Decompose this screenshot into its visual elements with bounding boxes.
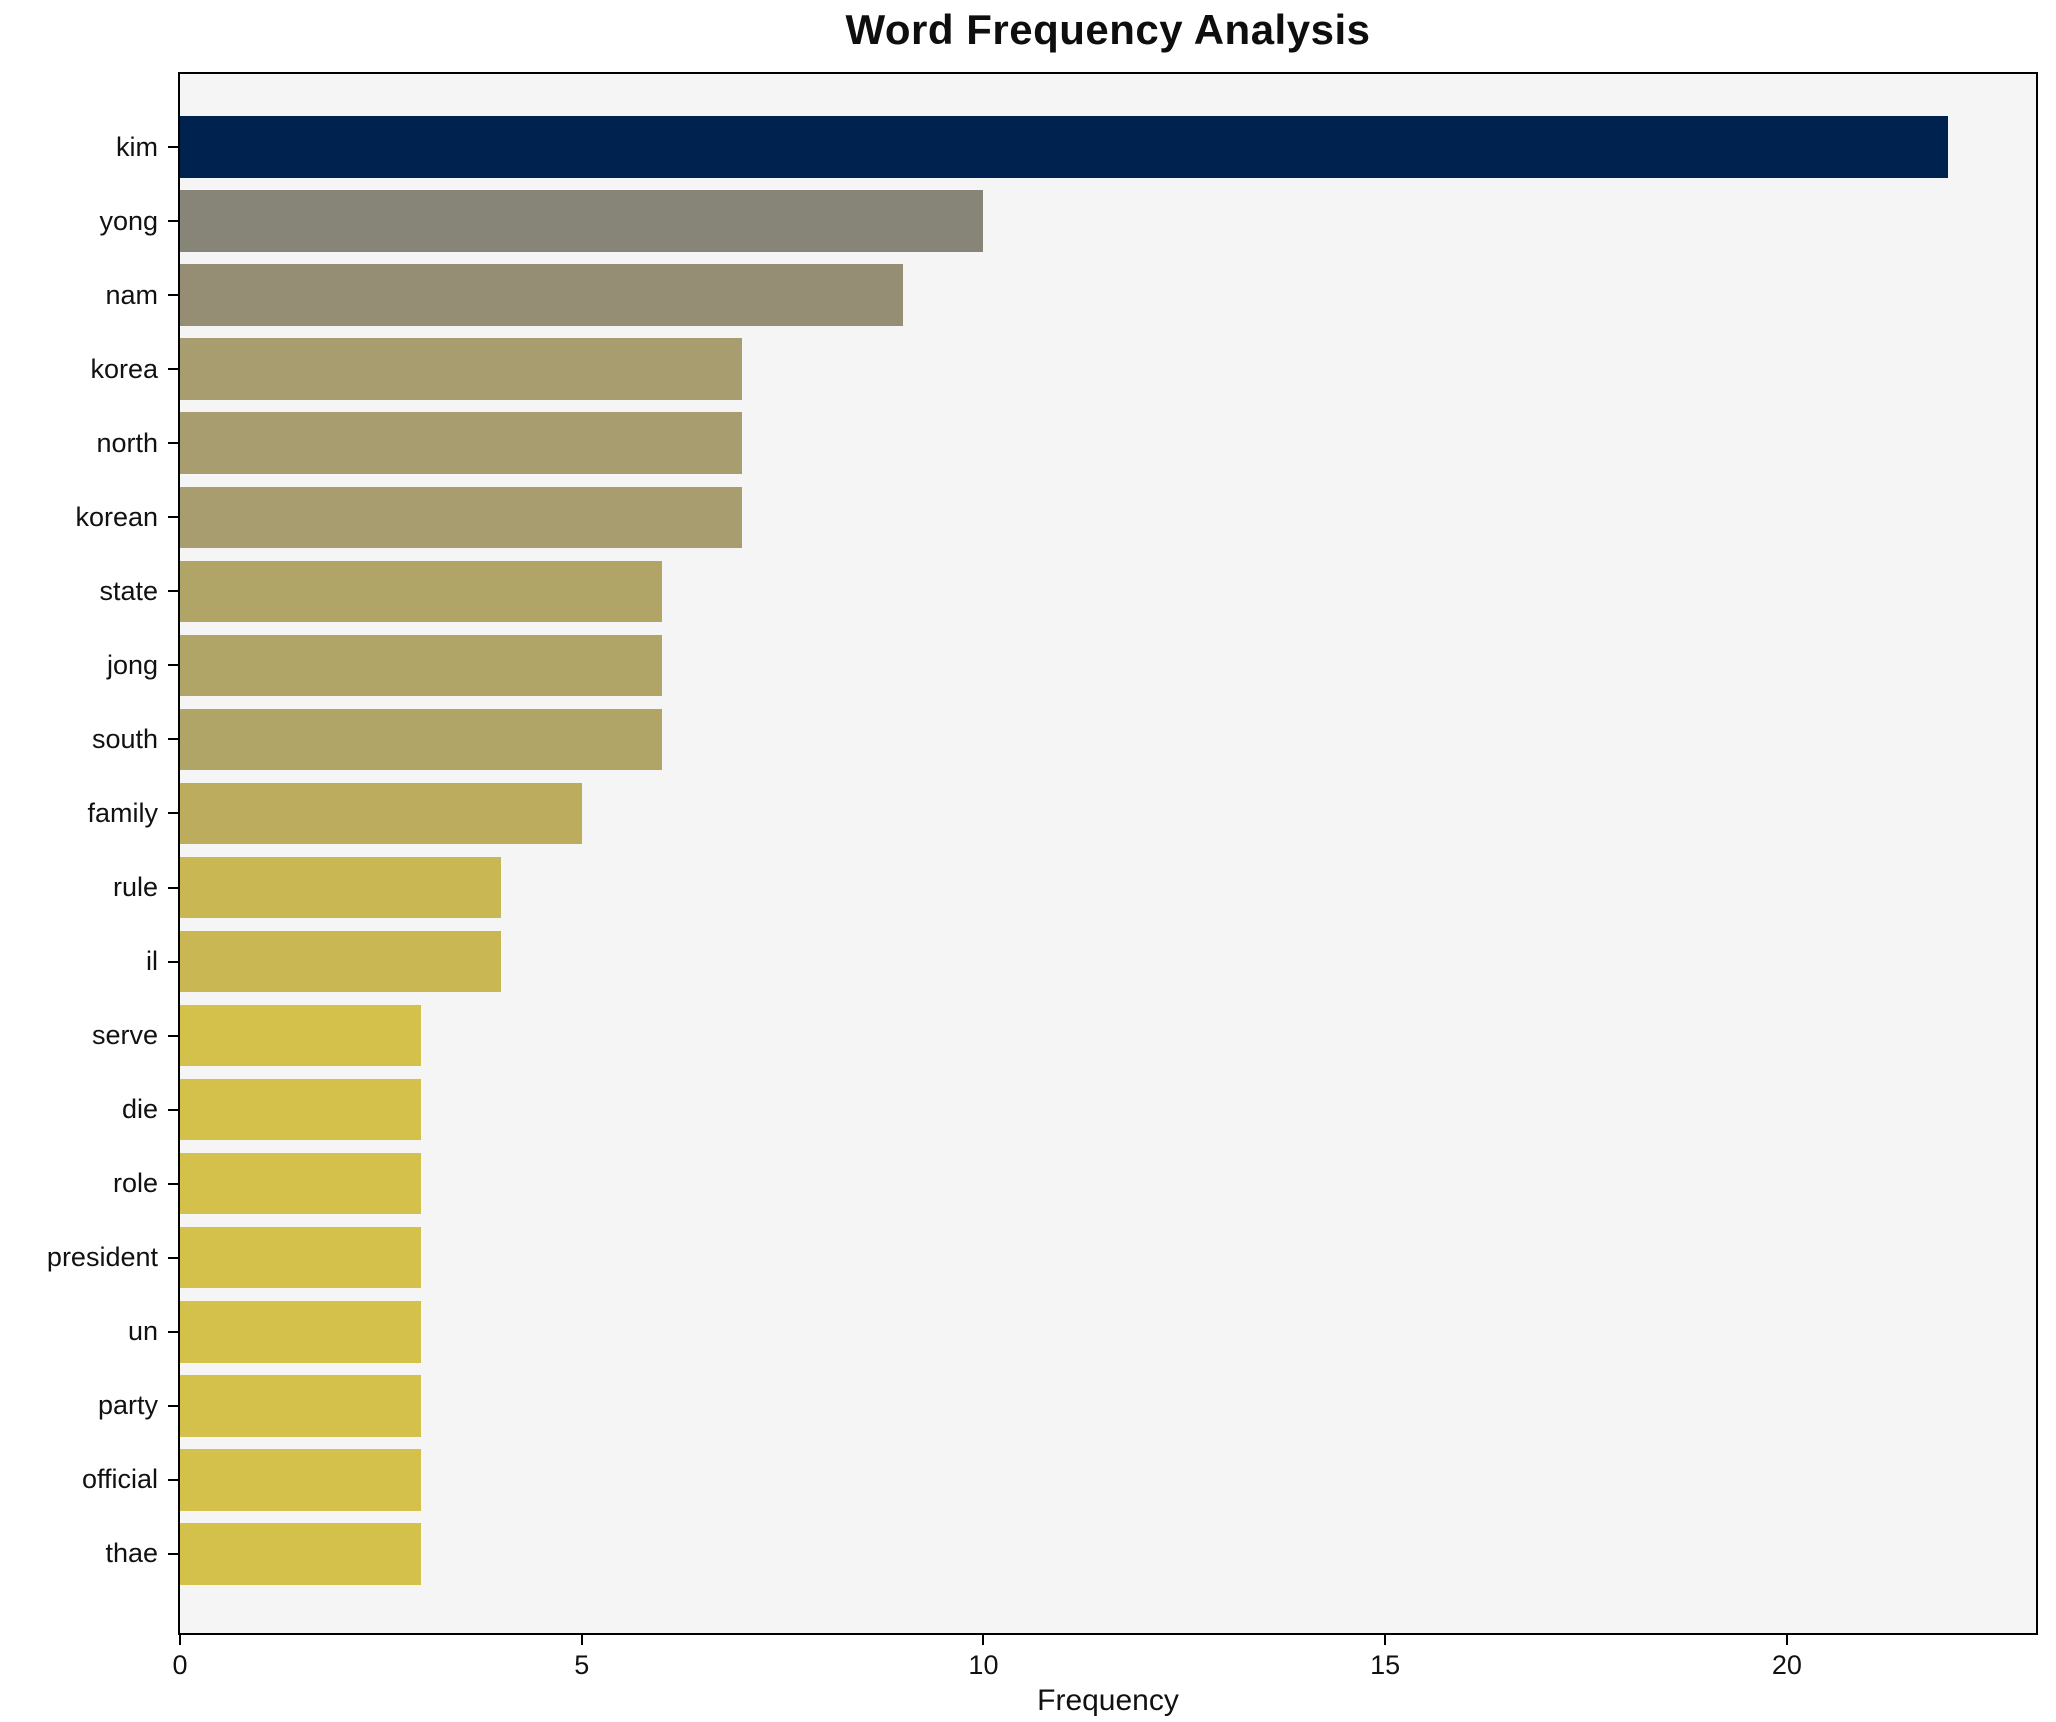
bar-jong	[180, 634, 662, 697]
plot-area	[178, 72, 2038, 1635]
y-tick-mark	[168, 1256, 178, 1259]
bar-die	[180, 1078, 422, 1141]
y-tick-label: south	[91, 723, 158, 754]
y-tick-mark	[168, 442, 178, 445]
chart-title: Word Frequency Analysis	[845, 6, 1371, 53]
y-tick-label: president	[46, 1242, 158, 1273]
y-tick-label: party	[97, 1390, 158, 1421]
y-tick-mark	[168, 516, 178, 519]
y-tick-mark	[168, 1330, 178, 1333]
y-tick-mark	[168, 664, 178, 667]
y-tick-mark	[168, 1404, 178, 1407]
bar-row	[180, 110, 2036, 184]
y-tick-mark	[168, 812, 178, 815]
bar-family	[180, 782, 582, 845]
bar-row	[180, 332, 2036, 406]
y-tick-label: kim	[116, 131, 158, 162]
y-tick-label: il	[146, 946, 158, 977]
bar-row	[180, 1369, 2036, 1443]
y-tick-label: nam	[105, 279, 158, 310]
bar-korean	[180, 486, 743, 548]
y-tick-label: un	[127, 1316, 158, 1347]
bar-il	[180, 930, 502, 993]
x-tick-label: 15	[1370, 1650, 1401, 1680]
bar-korea	[180, 338, 743, 400]
y-tick-mark	[168, 1108, 178, 1111]
y-tick-label: yong	[99, 205, 158, 236]
bar-row	[180, 258, 2036, 332]
x-axis-title: Frequency	[1037, 1684, 1179, 1717]
bar-president	[180, 1227, 422, 1289]
bar-official	[180, 1449, 422, 1511]
y-tick-mark	[168, 1552, 178, 1555]
bar-south	[180, 708, 662, 771]
bar-row	[180, 1443, 2036, 1517]
y-tick-label: official	[81, 1464, 158, 1495]
bar-row	[180, 999, 2036, 1073]
bar-row	[180, 406, 2036, 480]
bar-row	[180, 1517, 2036, 1591]
bar-row	[180, 1147, 2036, 1221]
bar-row	[180, 480, 2036, 554]
x-tick-mark	[580, 1635, 583, 1645]
x-tick-mark	[1384, 1635, 1387, 1645]
y-tick-mark	[168, 368, 178, 371]
bar-party	[180, 1375, 422, 1437]
y-tick-label: jong	[106, 649, 158, 680]
bar-row	[180, 1073, 2036, 1147]
y-tick-mark	[168, 294, 178, 297]
bar-row	[180, 702, 2036, 776]
bar-row	[180, 850, 2036, 924]
bar-serve	[180, 1004, 422, 1067]
y-tick-mark	[168, 1034, 178, 1037]
bar-row	[180, 776, 2036, 850]
y-tick-mark	[168, 220, 178, 223]
y-tick-label: die	[121, 1094, 158, 1125]
y-tick-mark	[168, 1182, 178, 1185]
bar-row	[180, 1295, 2036, 1369]
bar-nam	[180, 264, 904, 326]
x-tick-mark	[1785, 1635, 1788, 1645]
bars-container	[180, 110, 2036, 1591]
bar-row	[180, 628, 2036, 702]
y-tick-label: family	[87, 797, 158, 828]
bar-thae	[180, 1523, 422, 1585]
y-tick-label: korea	[90, 353, 158, 384]
bar-row	[180, 554, 2036, 628]
bar-kim	[180, 116, 1948, 178]
y-tick-label: state	[99, 575, 158, 606]
bar-row	[180, 184, 2036, 258]
bar-north	[180, 412, 743, 474]
x-tick-label: 5	[574, 1650, 590, 1680]
y-tick-mark	[168, 886, 178, 889]
y-tick-label: north	[96, 427, 158, 458]
y-tick-mark	[168, 146, 178, 149]
x-tick-label: 0	[172, 1650, 188, 1680]
y-tick-mark	[168, 1478, 178, 1481]
bar-row	[180, 925, 2036, 999]
bar-role	[180, 1152, 422, 1215]
bar-rule	[180, 856, 502, 919]
y-tick-label: role	[112, 1168, 158, 1199]
bar-un	[180, 1301, 422, 1363]
x-tick-label: 20	[1771, 1650, 1802, 1680]
x-tick-mark	[179, 1635, 181, 1645]
x-tick-mark	[982, 1635, 985, 1645]
bar-yong	[180, 190, 984, 252]
y-tick-mark	[168, 590, 178, 593]
y-tick-label: thae	[105, 1538, 158, 1569]
bar-row	[180, 1221, 2036, 1295]
y-tick-mark	[168, 738, 178, 741]
bar-state	[180, 560, 662, 623]
x-tick-label: 10	[968, 1650, 999, 1680]
y-tick-label: rule	[112, 872, 158, 903]
y-tick-label: serve	[91, 1020, 158, 1051]
y-tick-mark	[168, 960, 178, 963]
y-tick-label: korean	[75, 501, 158, 532]
